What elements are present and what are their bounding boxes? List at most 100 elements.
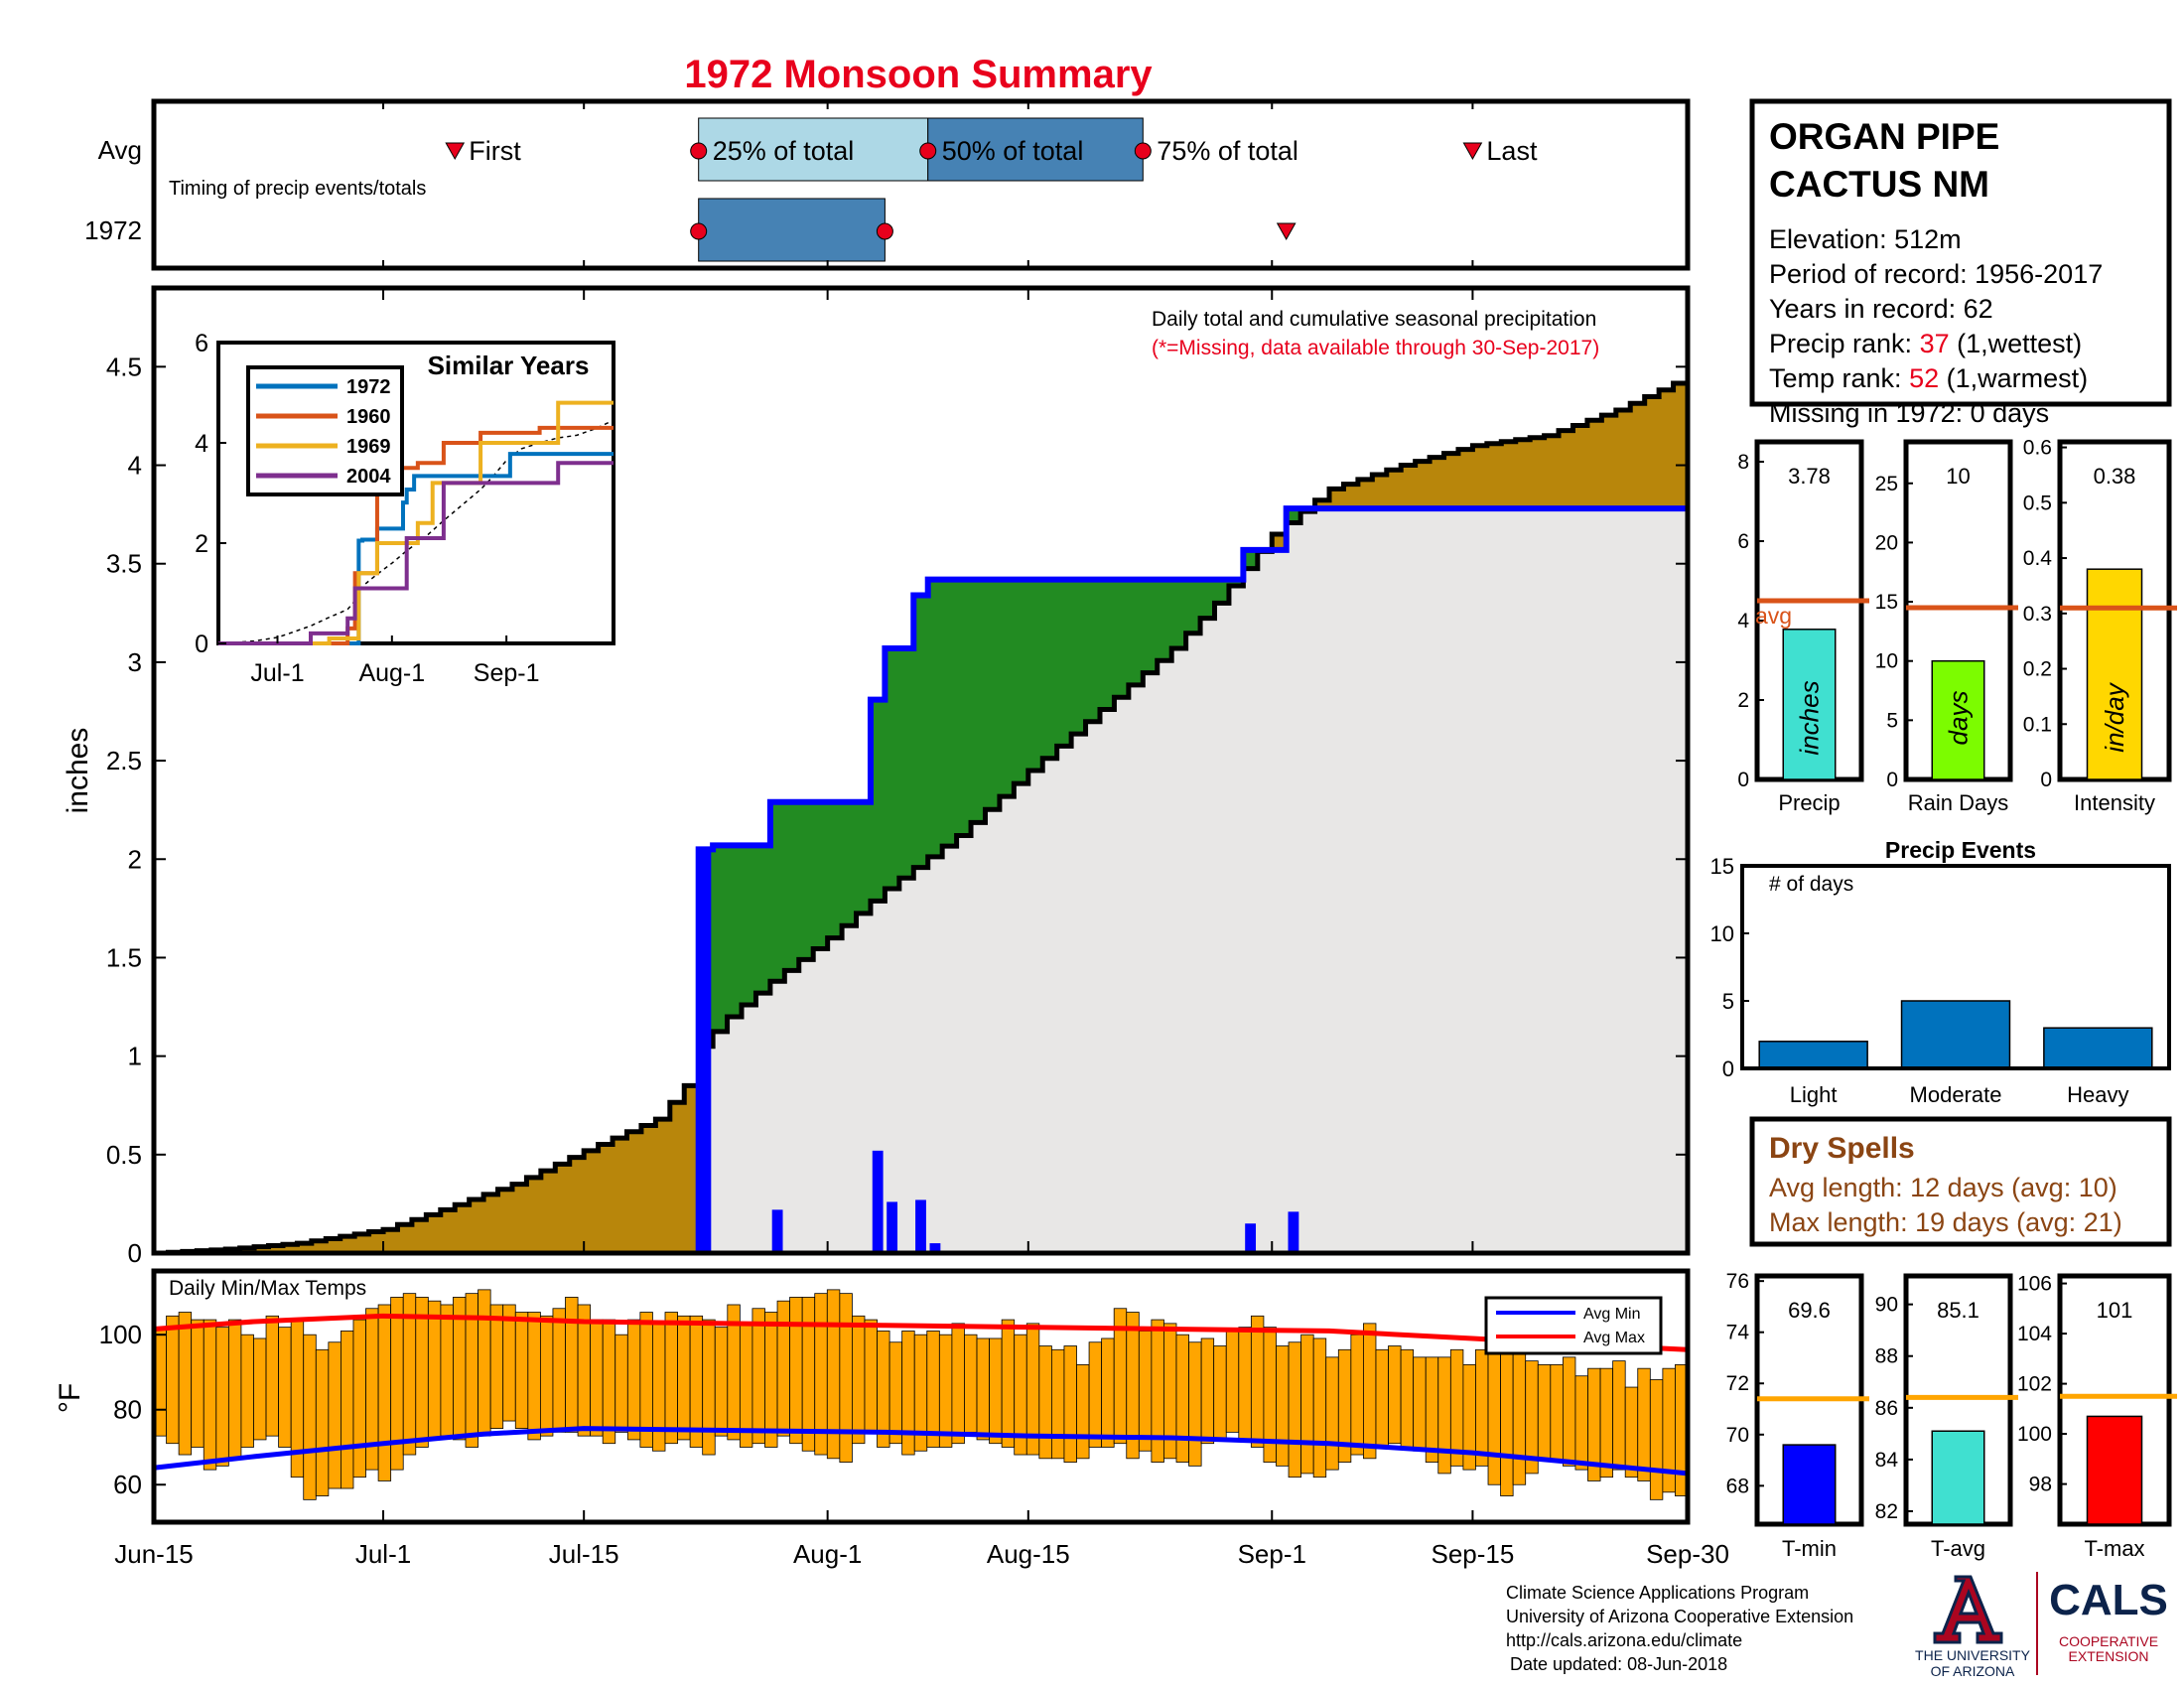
precip-ytick-label: 2.5 <box>106 746 142 775</box>
precip-summary-name-label: Precip <box>1778 790 1840 815</box>
daily-temp-bar <box>1276 1345 1290 1467</box>
daily-precip-bar <box>872 1150 884 1253</box>
daily-temp-bar <box>1475 1348 1489 1467</box>
timing-label-year: 1972 <box>84 215 142 245</box>
daily-temp-bar <box>1088 1341 1103 1448</box>
daily-temp-bar <box>1449 1348 1464 1467</box>
precip-ytick-label: 3.5 <box>106 549 142 579</box>
date-axis-label: Aug-15 <box>987 1539 1070 1569</box>
intensity-summary-unit-label: in/day <box>2100 681 2129 752</box>
precip-ytick-label: 2 <box>128 844 142 874</box>
daily-temp-bar <box>577 1304 592 1437</box>
daily-temp-bar <box>527 1312 541 1441</box>
tavg-summary-tick-label: 90 <box>1875 1294 1898 1317</box>
daily-temp-bar <box>901 1331 915 1456</box>
events-bar <box>1900 1000 2011 1069</box>
daily-temp-bar <box>1325 1356 1339 1471</box>
precip-summary-tick-label: 4 <box>1737 610 1749 633</box>
daily-temp-bar <box>440 1304 454 1437</box>
daily-temp-bar <box>1512 1341 1527 1485</box>
daily-temp-bar <box>1500 1337 1514 1496</box>
daily-temp-bar <box>590 1319 604 1437</box>
tmin-summary-tick-label: 76 <box>1726 1270 1749 1293</box>
daily-temp-bar <box>677 1315 691 1441</box>
rain-days-summary-tick-label: 10 <box>1875 650 1898 673</box>
avg-first-label: First <box>469 136 521 166</box>
timing-note: Timing of precip events/totals <box>169 178 426 200</box>
station-name-line-1: ORGAN PIPE <box>1769 116 1999 157</box>
date-axis-label: Aug-1 <box>793 1539 862 1569</box>
daily-temp-bar <box>552 1308 566 1433</box>
precip-ylabel: inches <box>62 728 94 814</box>
daily-temp-bar <box>626 1319 641 1441</box>
events-tick-label: 15 <box>1710 854 1734 879</box>
avg-last-label: Last <box>1486 136 1538 166</box>
tavg-summary-value-label: 85.1 <box>1937 1298 1979 1323</box>
year-25-marker <box>690 222 708 240</box>
inset-legend-label: 1960 <box>346 406 391 428</box>
tmin-summary-bar <box>1782 1444 1837 1525</box>
year-surplus-area <box>698 508 1315 1047</box>
avg-last-marker <box>1462 142 1483 161</box>
daily-temp-bar <box>1350 1334 1364 1456</box>
cals-logo-text: CALS <box>2049 1576 2168 1624</box>
inset-title: Similar Years <box>428 351 590 380</box>
daily-temp-bar <box>253 1337 267 1441</box>
temp-title: Daily Min/Max Temps <box>169 1277 366 1300</box>
intensity-summary-tick-label: 0.6 <box>2023 437 2052 460</box>
daily-temp-bar <box>1388 1345 1402 1445</box>
daily-temp-bar <box>1213 1345 1227 1441</box>
legend-avg-max-label: Avg Max <box>1583 1330 1645 1346</box>
daily-temp-bar <box>1038 1345 1052 1460</box>
year-25-75-box <box>698 198 886 262</box>
daily-temp-bar <box>614 1334 628 1433</box>
rain-days-summary-name-label: Rain Days <box>1908 790 2008 815</box>
intensity-summary-name-label: Intensity <box>2074 790 2155 815</box>
precip-rank-label: Precip rank: <box>1769 329 1920 358</box>
daily-temp-bar <box>1562 1356 1576 1467</box>
tmin-summary-value-label: 69.6 <box>1788 1298 1831 1323</box>
rain-days-summary-tick-label: 20 <box>1875 531 1898 554</box>
intensity-summary-tick-label: 0.5 <box>2023 492 2052 514</box>
daily-temp-bar <box>565 1297 579 1433</box>
tmax-summary-tick-label: 98 <box>2029 1474 2052 1496</box>
daily-temp-bar <box>1413 1356 1427 1452</box>
daily-temp-bar <box>926 1331 940 1448</box>
dry-spells-box: Dry Spells Avg length: 12 days (avg: 10)… <box>1749 1116 2172 1247</box>
inset-xtick-label: Sep-1 <box>474 659 540 687</box>
daily-temp-bar <box>1574 1375 1588 1471</box>
daily-temp-bar <box>1437 1356 1451 1475</box>
daily-temp-bar <box>1487 1345 1501 1485</box>
intensity-summary-tick-label: 0.1 <box>2023 713 2052 736</box>
daily-temp-bar <box>1101 1337 1115 1448</box>
info-box-frame <box>1749 98 2172 407</box>
daily-temp-bar <box>1200 1337 1215 1445</box>
inset-xtick-label: Jul-1 <box>250 659 304 687</box>
daily-temp-bar <box>938 1334 953 1448</box>
rain-days-summary-value-label: 10 <box>1946 464 1970 489</box>
temp-ytick-label: 100 <box>99 1320 142 1349</box>
missing-days: Missing in 1972: 0 days <box>1769 398 2049 428</box>
footer-line-4: Date updated: 08-Jun-2018 <box>1510 1654 1727 1674</box>
daily-precip-bar <box>771 1209 783 1253</box>
inset-ytick-label: 0 <box>195 631 208 658</box>
avg-50-75-box <box>927 117 1144 182</box>
precip-summary-tick-label: 0 <box>1737 769 1749 791</box>
daily-temp-bar <box>839 1293 853 1463</box>
intensity-summary-tick-label: 0 <box>2040 769 2052 791</box>
temp-ylabel: °F <box>54 1383 86 1413</box>
date-axis: Jun-15 Jul-1 Jul-15 Aug-1 Aug-15 Sep-1 Sep-15 S… <box>114 1510 1729 1569</box>
precip-ytick-label: 1.5 <box>106 942 142 972</box>
avg-25-marker <box>690 142 708 160</box>
tmax-summary-bar <box>2086 1415 2143 1525</box>
daily-temp-bar <box>191 1319 205 1448</box>
events-tick-label: 0 <box>1722 1056 1734 1081</box>
temp-ytick-label: 60 <box>113 1470 142 1499</box>
tmax-summary-tick-label: 104 <box>2017 1323 2052 1345</box>
intensity-summary-bar <box>2086 568 2143 780</box>
daily-temp-bar <box>478 1289 491 1437</box>
precip-ytick-label: 4 <box>128 451 142 481</box>
daily-precip-bar <box>929 1243 941 1253</box>
temp-rank-suffix: (1,warmest) <box>1939 363 2088 393</box>
